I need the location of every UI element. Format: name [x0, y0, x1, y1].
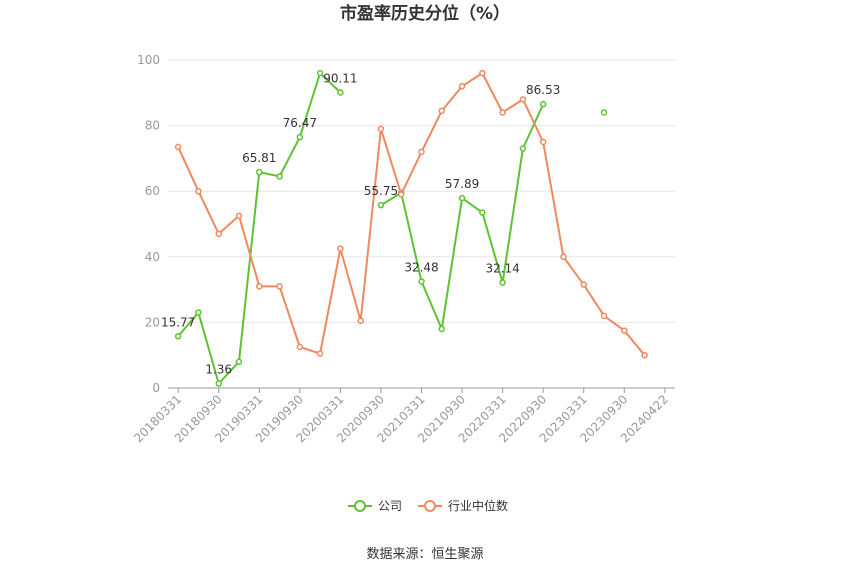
series-line [177, 72, 646, 356]
data-point[interactable] [276, 283, 283, 290]
data-point[interactable] [256, 168, 263, 176]
data-point[interactable] [337, 245, 344, 252]
data-point[interactable] [458, 194, 466, 202]
data-point[interactable] [276, 173, 283, 180]
legend-marker [424, 500, 436, 512]
y-tick-label: 40 [145, 250, 160, 264]
data-point[interactable] [479, 69, 486, 77]
data-point[interactable] [621, 327, 628, 334]
series-0 [174, 69, 608, 387]
data-label: 32.14 [485, 262, 519, 276]
data-point[interactable] [418, 278, 425, 285]
data-point[interactable] [560, 253, 567, 261]
y-tick-label: 80 [145, 119, 160, 133]
y-tick-label: 60 [145, 184, 160, 198]
data-point[interactable] [215, 230, 222, 238]
data-point[interactable] [641, 351, 648, 359]
data-point[interactable] [256, 283, 263, 290]
data-point[interactable] [195, 309, 202, 316]
data-point[interactable] [438, 325, 446, 333]
legend-label: 公司 [378, 499, 402, 513]
y-tick-label: 20 [145, 315, 160, 329]
data-point[interactable] [600, 312, 608, 320]
y-tick-label: 0 [152, 381, 160, 395]
source-note: 数据来源：恒生聚源 [366, 547, 483, 562]
data-label: 32.48 [404, 260, 438, 274]
legend-item-1[interactable]: 行业中位数 [418, 498, 508, 513]
series-layer [174, 69, 648, 387]
data-label: 76.47 [283, 116, 317, 130]
legend-marker [354, 500, 366, 512]
data-point[interactable] [296, 343, 304, 351]
data-label: 55.75 [364, 184, 398, 198]
data-point[interactable] [195, 187, 202, 195]
data-point[interactable] [337, 89, 344, 96]
data-point[interactable] [519, 96, 527, 103]
data-labels: 15.77 1.36 65.81 76.47 90.11 55.75 32.48 57.89 3… [161, 71, 560, 376]
data-point[interactable] [499, 109, 506, 116]
series-line [380, 103, 545, 330]
data-label: 65.81 [242, 151, 276, 165]
legend-item-0[interactable]: 公司 [348, 499, 402, 513]
x-axis: 2018033120180930201903312019093020200331… [131, 387, 675, 445]
data-point[interactable] [296, 133, 304, 141]
data-point[interactable] [235, 212, 243, 220]
data-point[interactable] [418, 148, 425, 156]
data-point[interactable] [479, 209, 486, 216]
data-point[interactable] [458, 82, 466, 90]
data-point[interactable] [499, 279, 506, 286]
y-axis-ticks: 0 20 40 60 80 100 [137, 53, 160, 395]
data-point[interactable] [377, 125, 385, 133]
data-label: 90.11 [323, 71, 357, 85]
data-point[interactable] [235, 358, 243, 366]
data-point[interactable] [316, 69, 324, 77]
legend[interactable]: 公司 行业中位数 [348, 498, 508, 513]
data-label: 15.77 [161, 315, 195, 329]
series-1 [174, 69, 648, 359]
grid-lines [168, 59, 675, 323]
data-point[interactable] [397, 191, 405, 198]
data-point[interactable] [438, 107, 446, 115]
data-point[interactable] [357, 317, 364, 325]
data-point[interactable] [539, 138, 547, 146]
chart-title: 市盈率历史分位（%） [340, 3, 510, 24]
data-label: 57.89 [445, 177, 479, 191]
data-point[interactable] [539, 100, 547, 108]
data-point[interactable] [174, 333, 182, 340]
data-point[interactable] [519, 145, 527, 152]
data-point[interactable] [377, 201, 385, 209]
data-label: 1.36 [205, 363, 232, 377]
data-point[interactable] [580, 281, 587, 288]
legend-label: 行业中位数 [448, 498, 508, 513]
data-point[interactable] [174, 143, 182, 151]
data-point[interactable] [316, 350, 324, 357]
data-point[interactable] [215, 380, 222, 387]
y-tick-label: 100 [137, 53, 160, 67]
data-label: 86.53 [526, 83, 560, 97]
data-point[interactable] [600, 109, 608, 116]
